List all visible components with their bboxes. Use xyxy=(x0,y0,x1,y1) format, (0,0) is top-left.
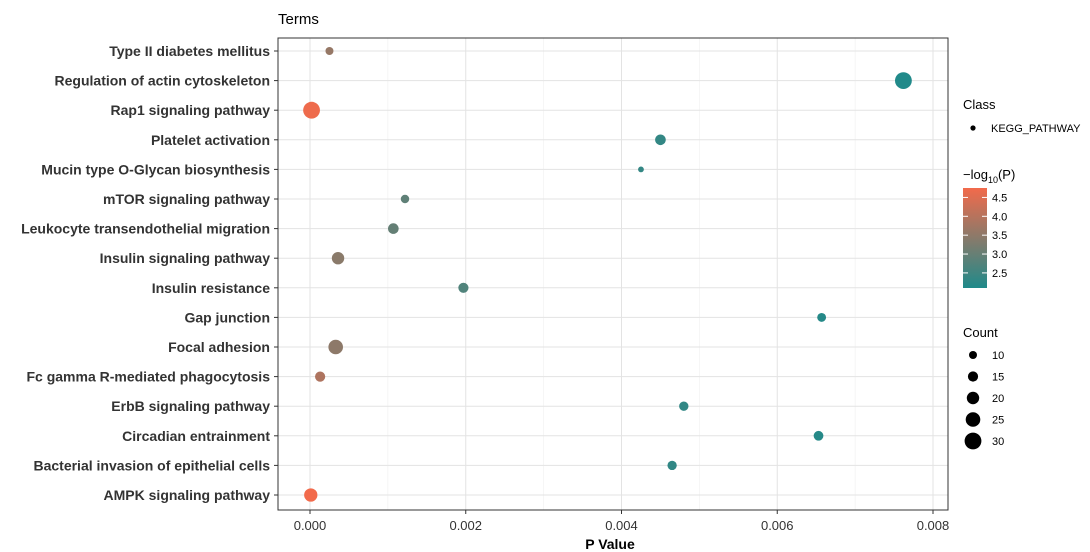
x-tick-label: 0.000 xyxy=(294,518,327,533)
term-label: Mucin type O-Glycan biosynthesis xyxy=(41,161,270,177)
color-bar-label: 4.0 xyxy=(992,211,1007,223)
data-point xyxy=(895,72,912,89)
term-label: Platelet activation xyxy=(151,132,270,148)
size-legend-label: 15 xyxy=(992,372,1004,384)
chart-title: Terms xyxy=(278,11,319,28)
data-point xyxy=(388,223,399,234)
data-point xyxy=(400,194,410,204)
x-tick-label: 0.008 xyxy=(917,518,950,533)
data-point xyxy=(638,166,644,173)
class-legend-label: KEGG_PATHWAY xyxy=(991,123,1081,135)
color-legend-title-sub: 10 xyxy=(988,175,998,185)
data-point xyxy=(303,101,320,119)
color-legend-title-prefix: −log xyxy=(963,167,988,182)
term-label: Rap1 signaling pathway xyxy=(111,102,271,118)
plot-area xyxy=(277,37,949,511)
size-legend-key xyxy=(969,351,977,359)
color-bar xyxy=(963,188,987,288)
data-point xyxy=(655,134,666,146)
term-label: Fc gamma R-mediated phagocytosis xyxy=(26,369,270,385)
size-legend-title: Count xyxy=(963,325,998,340)
x-tick-label: 0.006 xyxy=(761,518,794,533)
class-legend-key xyxy=(970,125,976,131)
color-bar-label: 2.5 xyxy=(992,268,1007,280)
data-point xyxy=(817,312,827,322)
color-bar-label: 3.5 xyxy=(992,230,1007,242)
term-label: Focal adhesion xyxy=(168,339,270,355)
legend: Class −log10(P) Count KEGG_PATHWAY4.54.0… xyxy=(963,97,1081,450)
data-point xyxy=(304,488,318,502)
term-label: Type II diabetes mellitus xyxy=(109,43,270,59)
size-legend-label: 10 xyxy=(992,350,1004,362)
term-label: Regulation of actin cytoskeleton xyxy=(55,73,270,89)
term-label: mTOR signaling pathway xyxy=(103,191,270,207)
x-tick-label: 0.004 xyxy=(605,518,638,533)
size-legend-key xyxy=(967,371,979,382)
color-bar-label: 4.5 xyxy=(992,192,1007,204)
plot-background xyxy=(278,38,948,510)
term-label: ErbB signaling pathway xyxy=(111,398,270,414)
data-point xyxy=(328,339,343,355)
data-point xyxy=(679,401,689,411)
size-legend-label: 20 xyxy=(992,393,1004,405)
size-legend-label: 25 xyxy=(992,415,1004,427)
color-legend-title-suffix: (P) xyxy=(998,167,1015,182)
color-legend-title: −log10(P) xyxy=(963,167,1015,185)
term-label: Bacterial invasion of epithelial cells xyxy=(33,457,270,473)
size-legend-key xyxy=(964,432,982,450)
data-point xyxy=(667,460,677,471)
term-label: Gap junction xyxy=(184,309,270,325)
x-axis-title: P Value xyxy=(585,536,635,552)
size-legend-key xyxy=(965,412,981,427)
data-point xyxy=(315,371,326,382)
size-legend-label: 30 xyxy=(992,436,1004,448)
class-legend-title: Class xyxy=(963,97,996,112)
plot-border xyxy=(277,37,949,511)
size-legend-key xyxy=(966,391,980,405)
term-label: Insulin resistance xyxy=(152,280,270,296)
x-tick-label: 0.002 xyxy=(449,518,482,533)
term-labels: Type II diabetes mellitus Regulation of a… xyxy=(21,43,278,503)
data-point xyxy=(325,47,334,55)
x-axis: 0.000 0.002 0.004 0.006 0.008 xyxy=(294,510,950,533)
term-label: Insulin signaling pathway xyxy=(100,250,271,266)
color-bar-label: 3.0 xyxy=(992,249,1007,261)
term-label: Circadian entrainment xyxy=(122,428,270,444)
data-point xyxy=(458,282,469,293)
term-label: Leukocyte transendothelial migration xyxy=(21,221,270,237)
data-point xyxy=(331,252,345,265)
term-label: AMPK signaling pathway xyxy=(104,487,271,503)
data-point xyxy=(813,430,824,441)
